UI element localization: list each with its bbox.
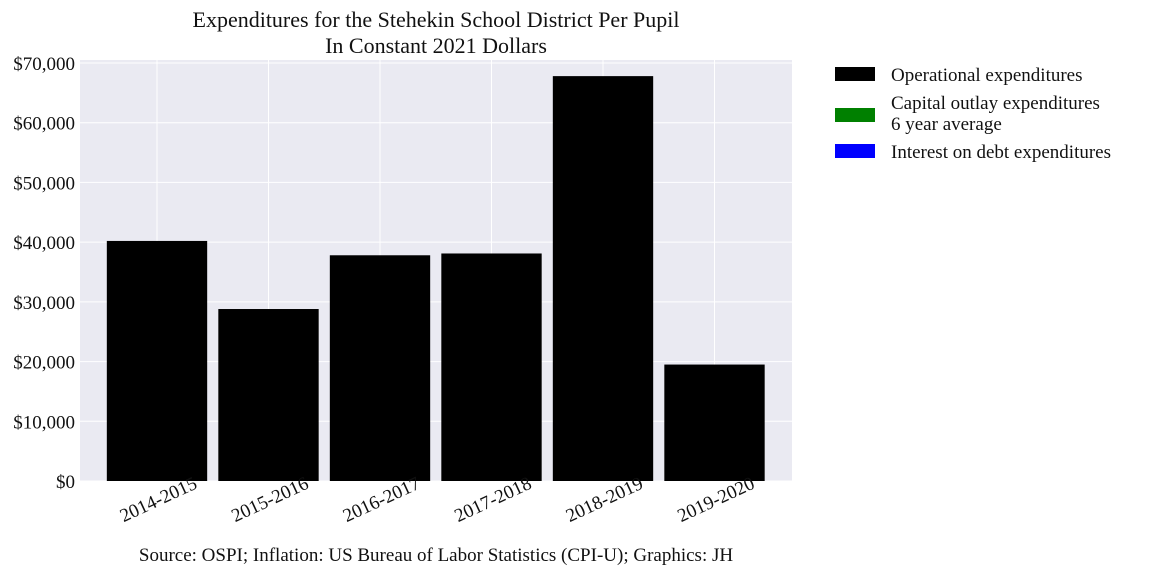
y-axis-tick-labels: $0 $10,000 $20,000 $30,000 $40,000 $50,000 $60… (13, 54, 75, 493)
y-tick-label: $60,000 (13, 114, 75, 135)
y-tick-label: $40,000 (13, 233, 75, 254)
bar-2018-2019-series-0 (552, 76, 654, 481)
chart-title-line-2: In Constant 2021 Dollars (325, 33, 547, 58)
y-tick-label: $30,000 (13, 293, 75, 314)
y-tick-label: $10,000 (13, 412, 75, 433)
legend-label-operational: Operational expenditures (891, 65, 1083, 86)
y-tick-label: $20,000 (13, 353, 75, 374)
bar-2019-2020-series-0 (664, 364, 765, 481)
bar-2015-2016-series-0 (218, 309, 319, 481)
y-tick-label: $70,000 (13, 54, 75, 75)
chart-title-line-1: Expenditures for the Stehekin School Dis… (193, 7, 680, 32)
y-tick-label: $50,000 (13, 173, 75, 194)
source-note: Source: OSPI; Inflation: US Bureau of La… (139, 545, 733, 566)
bar-2017-2018-series-0 (441, 253, 542, 481)
bar-2016-2017-series-0 (329, 255, 431, 481)
legend-swatch-operational (835, 67, 875, 81)
y-tick-label: $0 (56, 472, 75, 493)
bar-2014-2015-series-0 (106, 240, 208, 481)
legend-label-capital-outlay-line-2: 6 year average (891, 114, 1002, 135)
legend: Operational expenditures Capital outlay … (835, 65, 1111, 163)
legend-label-capital-outlay-line-1: Capital outlay expenditures (891, 93, 1100, 114)
legend-label-interest-on-debt: Interest on debt expenditures (891, 142, 1111, 163)
legend-swatch-capital-outlay (835, 108, 875, 122)
bars (106, 76, 765, 481)
legend-swatch-interest-on-debt (835, 144, 875, 158)
